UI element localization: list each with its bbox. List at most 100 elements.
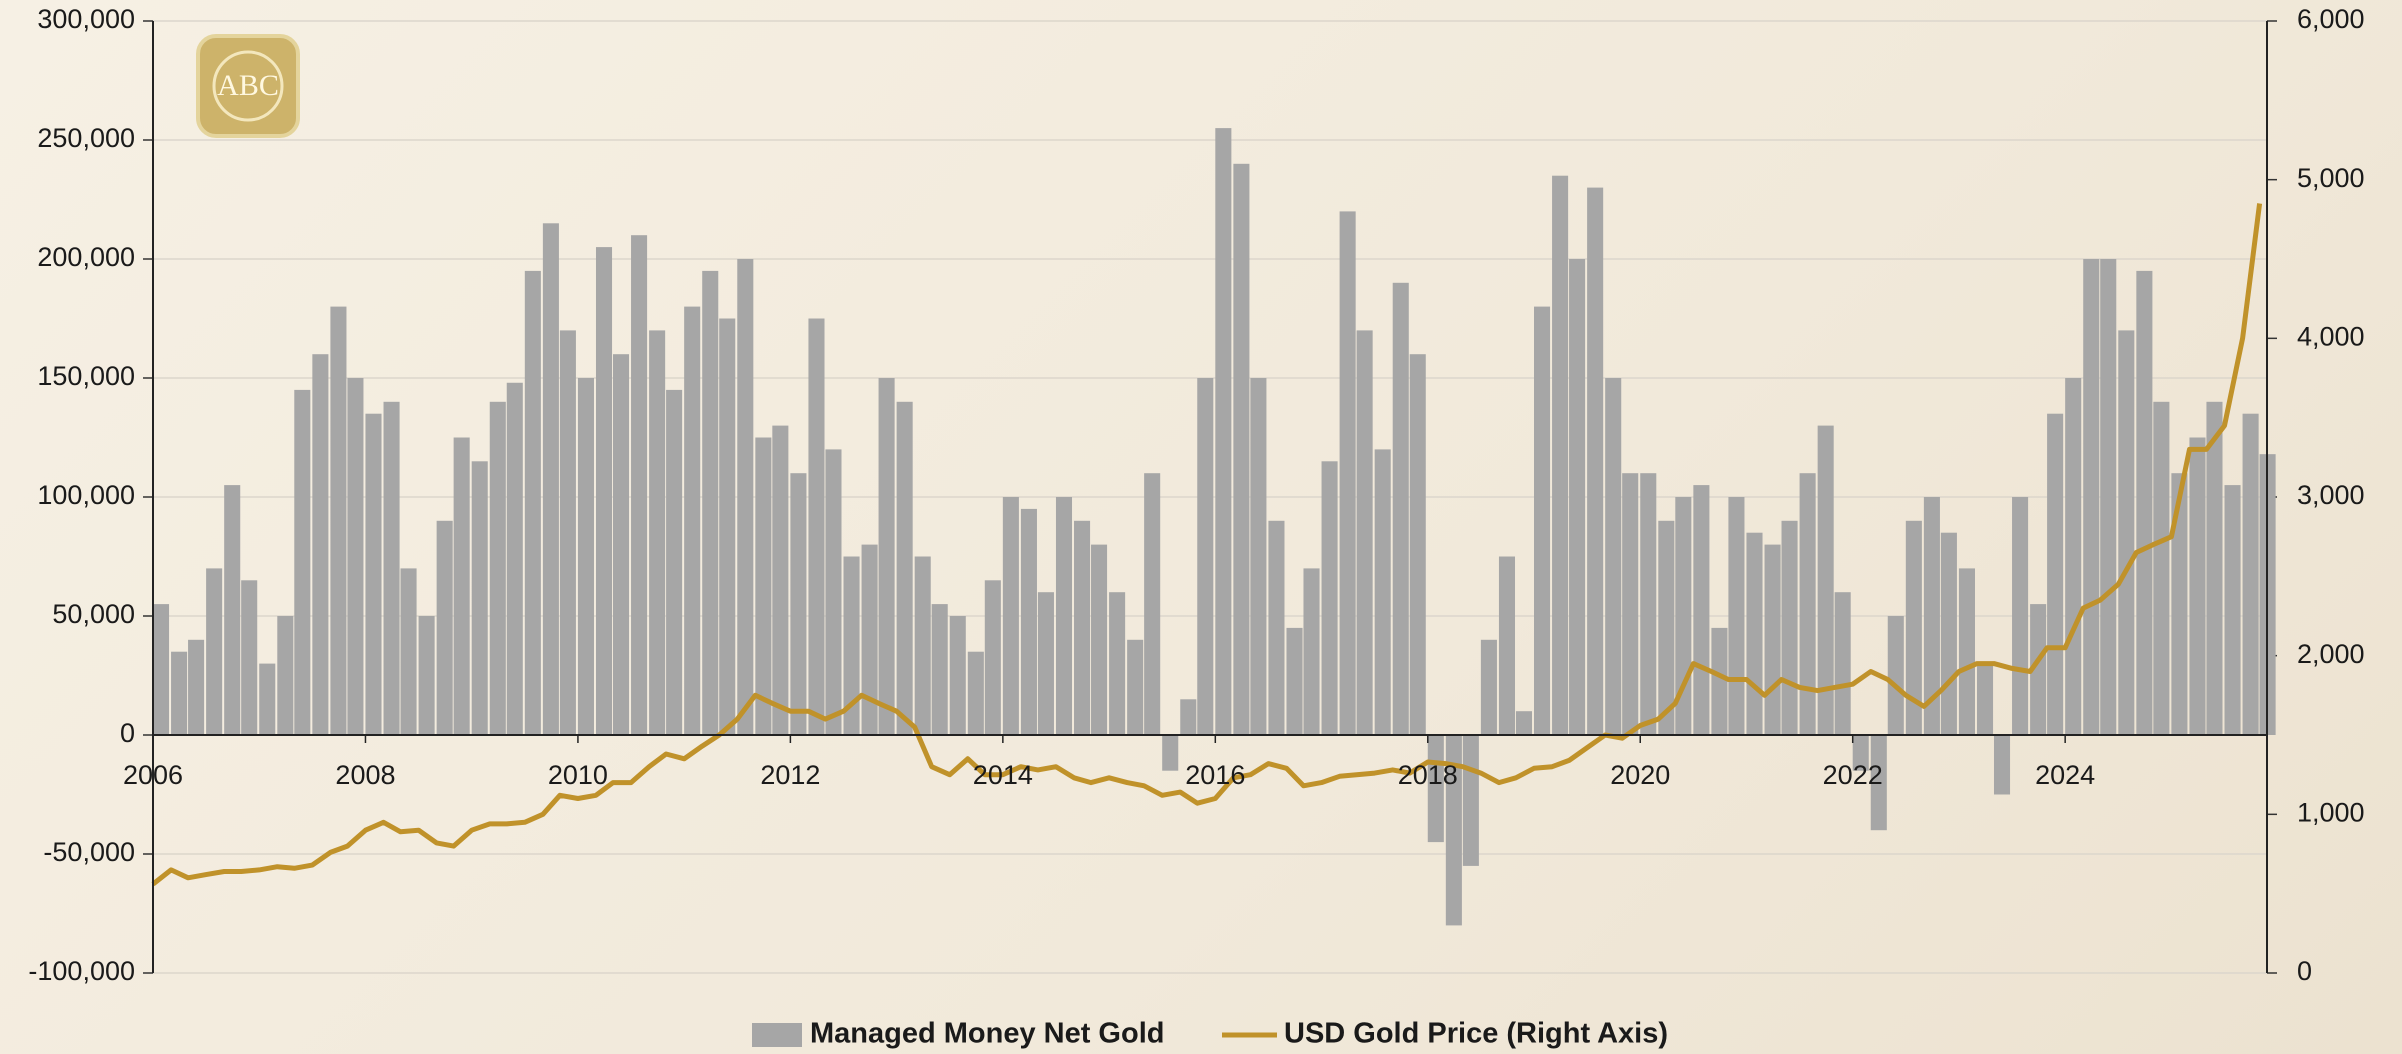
bar (1852, 735, 1869, 771)
gold-price-line (151, 203, 2263, 887)
bar (383, 401, 400, 735)
bar (719, 318, 736, 735)
bar (2206, 401, 2223, 735)
bar (1958, 568, 1975, 735)
bar (737, 259, 754, 735)
bar (825, 449, 842, 735)
bar (1215, 128, 1232, 736)
bar (772, 425, 789, 735)
bar (188, 639, 205, 735)
bar (1940, 532, 1957, 735)
bar (1887, 616, 1904, 735)
y-tick-label: 50,000 (52, 599, 135, 629)
bar (1640, 473, 1657, 735)
bar (559, 330, 576, 735)
bar (224, 485, 241, 735)
x-tick-label: 2008 (335, 760, 395, 790)
bar (1622, 473, 1639, 735)
bar (914, 556, 931, 735)
bar (861, 544, 878, 735)
bar (1552, 175, 1569, 735)
bar (436, 520, 453, 735)
bar (878, 378, 895, 735)
legend-label: USD Gold Price (Right Axis) (1284, 1018, 1668, 1050)
bar (294, 389, 311, 735)
bar (1976, 663, 1994, 735)
y2-tick-label: 3,000 (2297, 480, 2365, 510)
bar (347, 378, 364, 735)
y2-tick-label: 4,000 (2297, 321, 2365, 351)
bar (2083, 259, 2100, 735)
bar (1498, 556, 1516, 735)
bar (755, 437, 772, 735)
bar (1020, 508, 1037, 735)
bar (631, 235, 648, 735)
bar (1870, 735, 1887, 831)
bar (1321, 461, 1338, 735)
bar (1055, 497, 1073, 735)
legend: Managed Money Net Gold USD Gold Price (Ri… (752, 1018, 1668, 1050)
bar (2224, 485, 2241, 735)
bar (702, 270, 719, 735)
bar (1587, 187, 1604, 736)
bar (649, 330, 666, 735)
bars (153, 128, 2276, 926)
y2-tick-label: 0 (2297, 956, 2312, 986)
x-tick-label: 2024 (2035, 760, 2095, 790)
bar (524, 270, 541, 735)
bar (684, 306, 701, 735)
bar (241, 580, 258, 735)
bar (666, 389, 683, 735)
bar (2030, 604, 2047, 735)
bar (206, 568, 223, 735)
bar (1817, 425, 1834, 735)
bar (1693, 485, 1710, 735)
bar (1303, 568, 1320, 735)
y2-tick-label: 2,000 (2297, 639, 2365, 669)
bar (542, 223, 559, 736)
bar (330, 306, 347, 735)
bar (277, 616, 294, 735)
bar (1515, 711, 1533, 735)
bar (1197, 378, 1214, 735)
bar (1905, 520, 1922, 735)
bar (843, 556, 860, 735)
bar (2118, 330, 2135, 735)
bar (612, 354, 630, 735)
bar (949, 616, 966, 735)
y-tick-label: 250,000 (37, 123, 135, 153)
legend-swatch (752, 1023, 802, 1047)
bar (1144, 473, 1161, 735)
x-tick-label: 2022 (1823, 760, 1883, 790)
bar (1339, 211, 1356, 735)
bar (577, 378, 594, 735)
bar (2100, 259, 2117, 735)
bar (1728, 497, 1745, 735)
y-tick-label: 200,000 (37, 242, 135, 272)
y-tick-label: -50,000 (43, 837, 135, 867)
bar (2153, 401, 2170, 735)
bar (153, 604, 170, 735)
bar (1445, 735, 1462, 926)
bar (808, 318, 825, 735)
bar (1764, 544, 1781, 735)
bar (489, 401, 506, 735)
y2-tick-label: 6,000 (2297, 4, 2365, 34)
bar (1605, 378, 1622, 735)
bar (1233, 163, 1250, 736)
bar (1480, 639, 1497, 735)
bar (790, 473, 807, 735)
bar (1534, 306, 1551, 735)
bar (1834, 592, 1851, 735)
x-tick-label: 2014 (973, 760, 1033, 790)
bar (1037, 592, 1054, 735)
bar (2171, 473, 2188, 735)
bar (1746, 532, 1763, 735)
bar (1127, 639, 1144, 735)
bar (1074, 520, 1091, 735)
y-tick-label: 150,000 (37, 361, 135, 391)
bar (1781, 520, 1798, 735)
x-tick-label: 2018 (1398, 760, 1458, 790)
bar (171, 651, 188, 735)
bar (506, 382, 523, 735)
